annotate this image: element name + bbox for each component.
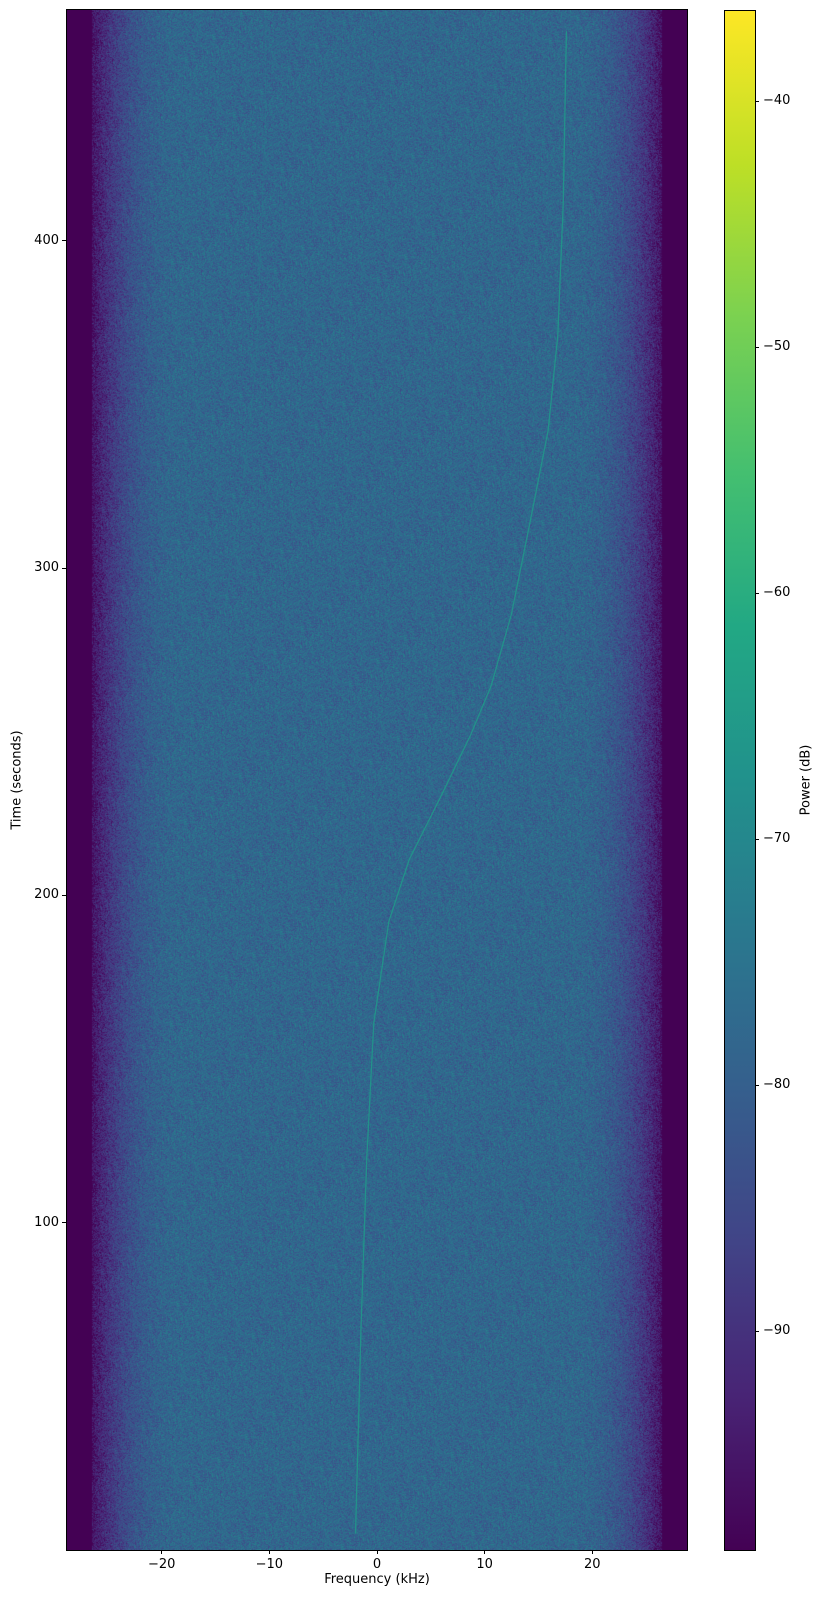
colorbar-tick	[755, 1084, 759, 1086]
colorbar-tick	[755, 838, 759, 840]
signal-trace-0	[354, 31, 568, 1534]
colorbar	[724, 10, 756, 1551]
signal-trace-1	[223, 11, 267, 614]
x-tick-label: −20	[148, 1557, 176, 1572]
colorbar-tick-label: −80	[763, 1077, 791, 1093]
spectrogram-heatmap	[67, 10, 687, 1550]
x-tick-label: −10	[255, 1557, 284, 1572]
y-tick	[62, 240, 66, 242]
y-tick-label: 300	[34, 560, 59, 576]
y-tick-label: 100	[34, 1214, 59, 1230]
colorbar-tick	[755, 1330, 759, 1332]
colorbar-tick-label: −40	[763, 93, 791, 109]
x-tick	[268, 1550, 270, 1554]
colorbar-tick-label: −70	[763, 831, 791, 847]
x-tick	[376, 1550, 378, 1554]
signal-traces	[223, 11, 568, 1534]
x-tick-label: 20	[583, 1557, 601, 1572]
x-tick-label: 10	[476, 1557, 493, 1572]
spectrogram-plot-area	[67, 10, 687, 1550]
colorbar-tick-label: −60	[763, 585, 791, 601]
y-tick	[62, 894, 66, 896]
y-tick	[62, 1222, 66, 1224]
y-axis-label: Time (seconds)	[9, 730, 25, 830]
colorbar-label: Power (dB)	[798, 744, 814, 816]
x-tick	[161, 1550, 163, 1554]
colorbar-tick-label: −90	[763, 1323, 791, 1339]
colorbar-tick	[755, 100, 759, 102]
y-tick-label: 200	[34, 887, 59, 903]
x-tick-label: 0	[372, 1557, 382, 1572]
colorbar-tick	[755, 346, 759, 348]
colorbar-tick-label: −50	[763, 339, 791, 355]
x-axis-label: Frequency (kHz)	[324, 1572, 430, 1587]
y-tick	[62, 567, 66, 569]
colorbar-tick	[755, 592, 759, 594]
x-tick	[484, 1550, 486, 1554]
x-tick	[591, 1550, 593, 1554]
y-tick-label: 400	[34, 232, 59, 248]
